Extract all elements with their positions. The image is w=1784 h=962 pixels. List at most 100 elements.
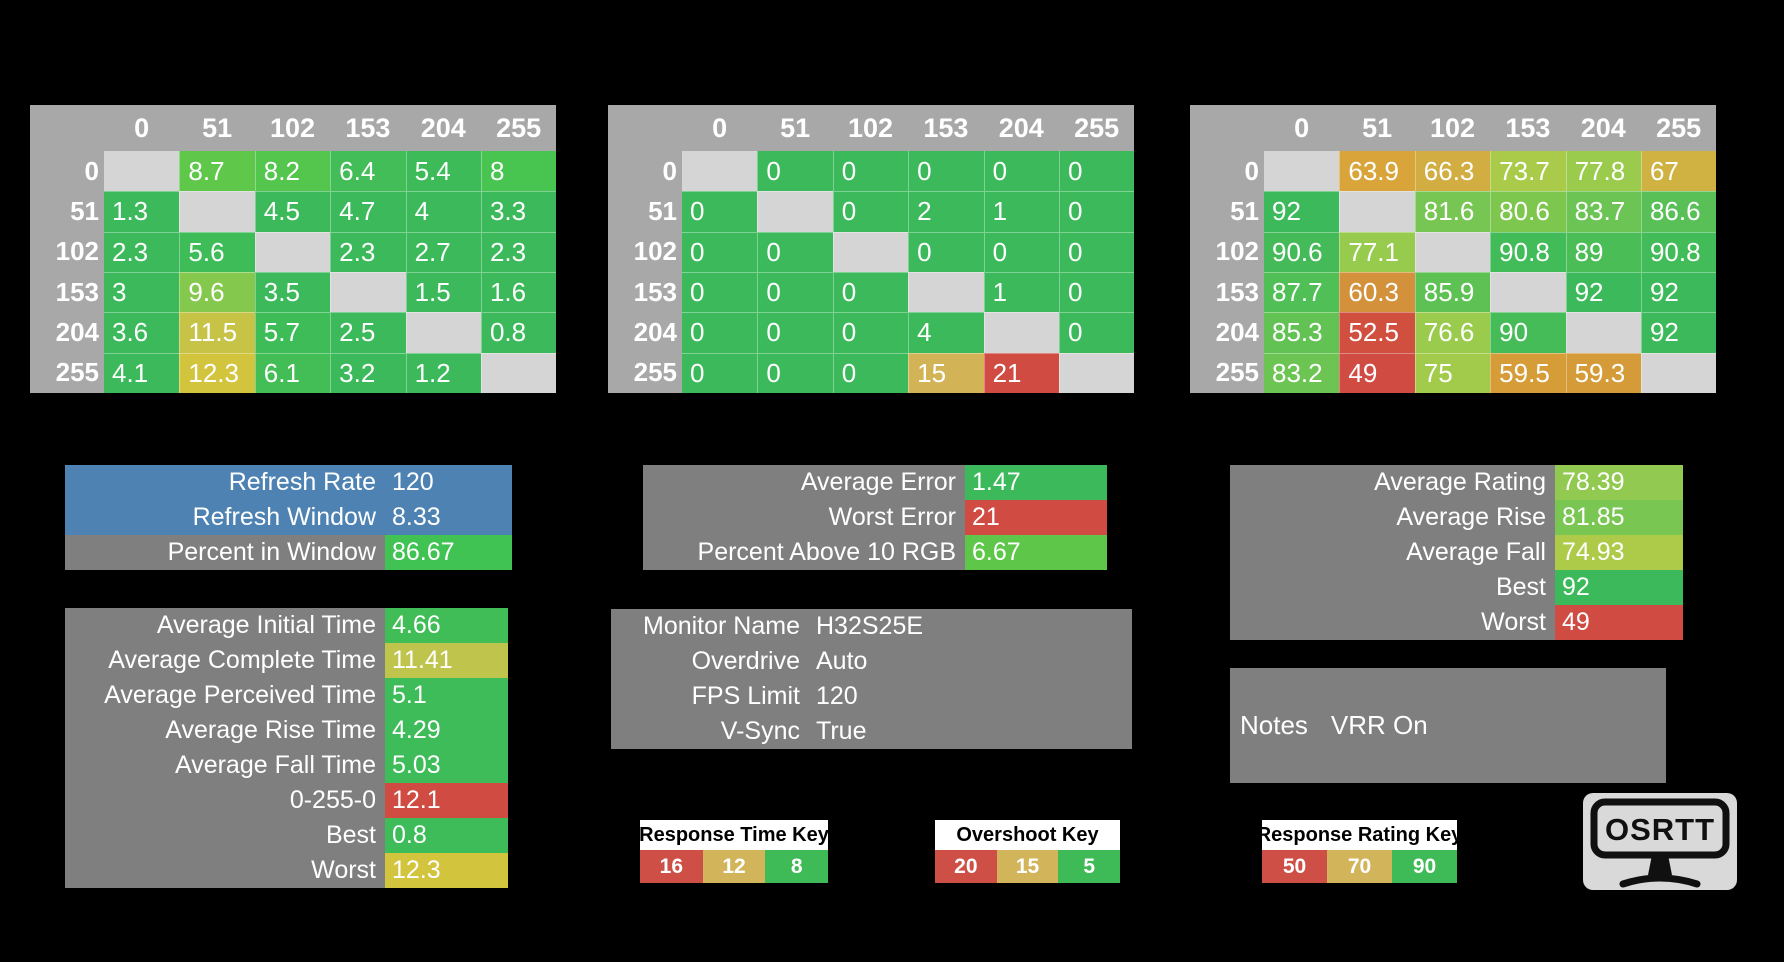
stat-value: 8.33 xyxy=(392,503,441,531)
stat-value: 4.66 xyxy=(385,608,508,643)
matrix-cell: 8 xyxy=(480,151,557,192)
stat-row: Percent in Window 86.67 xyxy=(65,535,512,570)
matrix-cell: 3.3 xyxy=(480,191,557,232)
matrix-cell: 52.5 xyxy=(1339,312,1415,353)
stat-value: 86.67 xyxy=(385,535,512,570)
key-cells: 16 12 8 xyxy=(640,850,829,883)
matrix-diagonal-cell xyxy=(104,151,180,192)
column-header: 153 xyxy=(1490,105,1566,151)
matrix-cell: 0 xyxy=(682,352,758,393)
info-value: H32S25E xyxy=(816,612,924,640)
matrix-cell: 92 xyxy=(1640,312,1717,353)
stat-value: 74.93 xyxy=(1555,535,1683,570)
row-header: 255 xyxy=(608,352,682,393)
matrix-cell: 59.5 xyxy=(1490,352,1566,393)
matrix-cell: 2.5 xyxy=(330,312,406,353)
matrix-cell: 15 xyxy=(908,352,984,393)
key-cell: 12 xyxy=(702,850,766,883)
matrix-cell: 0 xyxy=(832,151,909,192)
logo-text: OSRTT xyxy=(1605,812,1715,847)
info-row: V-Sync True xyxy=(611,714,1132,749)
matrix-cell: 92 xyxy=(1264,191,1340,232)
matrix-diagonal-cell xyxy=(480,352,557,393)
key-cell: 50 xyxy=(1262,850,1327,883)
info-value: 120 xyxy=(816,682,858,710)
matrix-cell: 4.5 xyxy=(254,191,331,232)
matrix-cell: 5.7 xyxy=(254,312,331,353)
matrix-cell: 80.6 xyxy=(1490,191,1566,232)
matrix-diagonal-cell xyxy=(1058,352,1135,393)
matrix-cell: 0 xyxy=(983,231,1059,272)
matrix-cell: 67 xyxy=(1640,151,1717,192)
stat-row: Average Rating 78.39 xyxy=(1230,465,1683,500)
matrix-diagonal-cell xyxy=(832,231,909,272)
column-header: 51 xyxy=(1339,105,1415,151)
matrix-cell: 12.3 xyxy=(179,352,255,393)
matrix-diagonal-cell xyxy=(179,191,255,232)
response-rating-key: Response Rating Key 50 70 90 xyxy=(1257,820,1462,883)
stat-label: Average Complete Time xyxy=(65,643,385,678)
matrix-cell: 4 xyxy=(908,312,984,353)
key-cell: 8 xyxy=(765,850,829,883)
stat-label: Average Rise xyxy=(1230,500,1555,535)
matrix-cell: 0 xyxy=(757,271,833,313)
row-header: 0 xyxy=(1190,151,1264,192)
matrix-cell: 0 xyxy=(757,312,833,353)
stat-label: Average Rating xyxy=(1230,465,1555,500)
row-header: 204 xyxy=(1190,312,1264,353)
stat-row: Refresh Rate 120 xyxy=(65,465,512,500)
stat-value: 1.47 xyxy=(965,465,1107,500)
column-header: 51 xyxy=(757,105,833,151)
stat-row: Average Rise Time 4.29 xyxy=(65,713,508,748)
matrix-diagonal-cell xyxy=(330,271,406,313)
stat-value: 4.29 xyxy=(385,713,508,748)
row-header: 153 xyxy=(1190,271,1264,313)
matrix-cell: 59.3 xyxy=(1565,352,1641,393)
matrix-cell: 0 xyxy=(1058,191,1135,232)
stat-label: Average Fall xyxy=(1230,535,1555,570)
matrix-cell: 92 xyxy=(1640,271,1717,313)
info-value: Auto xyxy=(816,647,868,675)
info-label: Overdrive xyxy=(691,647,800,675)
matrix-diagonal-cell xyxy=(1490,271,1566,313)
row-header: 153 xyxy=(30,271,104,313)
key-cells: 20 15 5 xyxy=(935,850,1121,883)
stat-label: Percent in Window xyxy=(65,535,385,570)
matrix-cell: 2.3 xyxy=(330,231,406,272)
column-header: 102 xyxy=(1414,105,1491,151)
error-stats-panel: Average Error 1.47 Worst Error 21 Percent Ab… xyxy=(643,465,1107,570)
stat-label: Refresh Rate xyxy=(228,468,376,496)
times-stats-panel: Average Initial Time 4.66 Average Complete… xyxy=(65,608,508,888)
matrix-cell: 0 xyxy=(757,352,833,393)
matrix-cell: 83.2 xyxy=(1264,352,1340,393)
matrix-cell: 66.3 xyxy=(1414,151,1491,192)
row-header: 102 xyxy=(608,231,682,272)
row-header: 102 xyxy=(30,231,104,272)
info-row: Monitor Name H32S25E xyxy=(611,609,1132,644)
stat-value: 12.1 xyxy=(385,783,508,818)
matrix-cell: 3.5 xyxy=(254,271,331,313)
stat-value: 21 xyxy=(965,500,1107,535)
stat-value: 81.85 xyxy=(1555,500,1683,535)
matrix-cell: 0 xyxy=(1058,231,1135,272)
row-header: 51 xyxy=(608,191,682,232)
stat-label: Refresh Window xyxy=(192,503,376,531)
matrix-corner xyxy=(608,105,682,151)
key-title: Response Time Key xyxy=(639,820,829,850)
matrix-cell: 92 xyxy=(1565,271,1641,313)
matrix-cell: 0 xyxy=(908,231,984,272)
matrix-cell: 60.3 xyxy=(1339,271,1415,313)
matrix-cell: 2.3 xyxy=(104,231,180,272)
column-header: 51 xyxy=(179,105,255,151)
stat-label: Average Error xyxy=(643,465,965,500)
matrix-cell: 0 xyxy=(757,231,833,272)
matrix-cell: 0 xyxy=(757,151,833,192)
row-header: 204 xyxy=(608,312,682,353)
key-cell: 20 xyxy=(935,850,997,883)
stat-label: Best xyxy=(1230,570,1555,605)
response-time-key: Response Time Key 16 12 8 xyxy=(639,820,829,883)
column-header: 204 xyxy=(405,105,481,151)
matrix-cell: 21 xyxy=(983,352,1059,393)
matrix-cell: 0 xyxy=(682,312,758,353)
info-label: FPS Limit xyxy=(691,682,800,710)
